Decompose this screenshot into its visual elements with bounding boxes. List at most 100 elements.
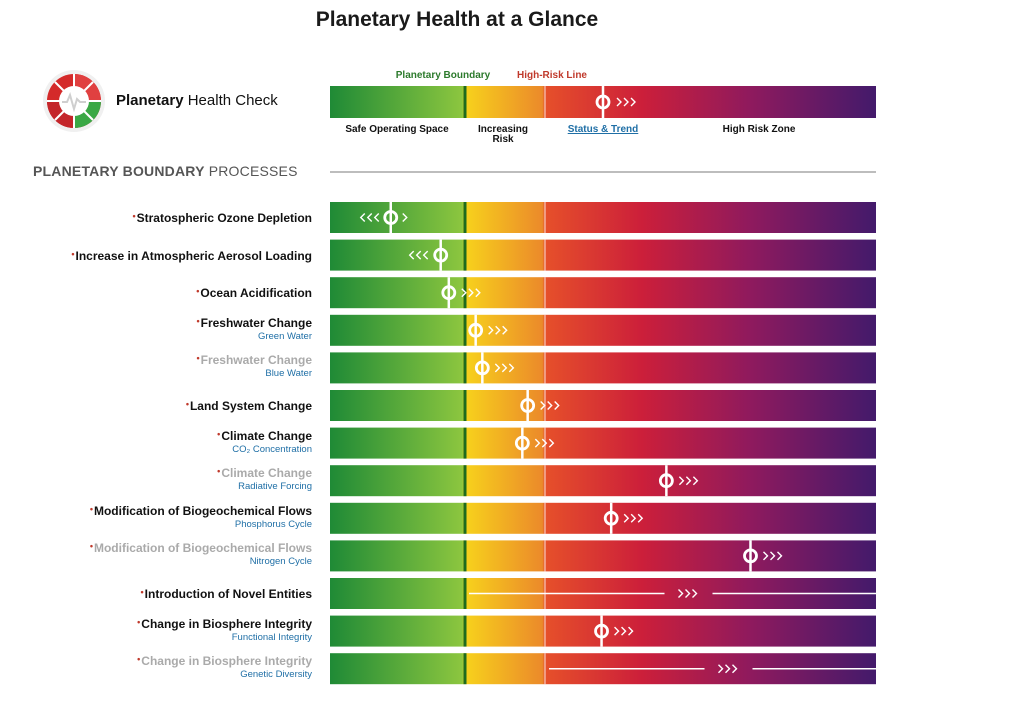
process-name: •Change in Biosphere Integrity [137,617,312,631]
trend-chevron-3 [488,325,494,335]
trend-chevron-2 [468,288,474,298]
row-bar-8-high-risk-line [544,502,546,534]
process-name-text: Modification of Biogeochemical Flows [93,503,312,518]
row-label-12: •Change in Biosphere Integrity Genetic Di… [137,654,312,680]
process-subtype: Nitrogen Cycle [249,556,312,568]
process-name-text: Climate Change [221,466,312,481]
row-bar-12-boundary-line [463,653,467,685]
process-name: •Change in Biosphere Integrity [137,654,312,668]
trend-chevron-6 [534,438,541,448]
trend-chevron-9 [777,551,783,561]
legend-bar-boundary-line [463,86,467,118]
status-marker-4 [474,360,490,376]
row-bar-5 [330,390,876,421]
trend-chevron-5 [554,401,560,410]
process-subtype: Genetic Diversity [240,669,312,681]
row-bar-7-high-risk-line [544,465,546,497]
trend-chevron-0 [373,213,380,222]
trend-chevron-0 [359,213,366,222]
process-name-text: Increase in Atmospheric Aerosol Loading [75,248,313,263]
bullet-icon: • [71,248,75,259]
process-name-text: Stratospheric Ozone Depletion [136,211,312,225]
trend-chevron-4 [494,363,501,373]
status-marker-9 [743,548,758,564]
process-name: •Modification of Biogeochemical Flows [90,541,312,555]
status-marker-6 [514,435,530,451]
trend-chevron-11 [621,626,627,636]
row-bar-9-boundary-line [463,540,467,572]
section-heading: PLANETARY BOUNDARY PROCESSES [33,163,298,179]
bullet-icon: • [132,211,136,221]
row-bar-3 [330,314,876,346]
trend-chevron-1 [415,250,422,260]
row-bar-4 [330,352,876,384]
bullet-icon: • [185,399,189,409]
row-bar-2 [330,277,876,309]
safe-operating-space-label: Safe Operating Space [345,124,449,135]
legend-trend-chevron [616,97,622,107]
row-bar-3-boundary-line [463,314,467,346]
row-bar-0-high-risk-line [544,202,546,233]
process-name: •Freshwater Change [196,316,312,330]
trend-chevron-12 [725,664,731,674]
trend-chevron-10 [678,589,684,598]
trend-chevron-1 [422,250,429,260]
row-bar-7-boundary-line [463,465,467,497]
trend-chevron-7 [678,476,685,486]
trend-chevron-10 [692,589,698,598]
process-name-text: Freshwater Change [200,353,312,368]
process-name: •Introduction of Novel Entities [141,587,313,601]
trend-chevron-11 [614,626,620,636]
process-name: •Modification of Biogeochemical Flows [90,504,312,518]
process-name-text: Freshwater Change [200,315,312,330]
trend-chevron-7 [685,476,692,486]
row-bar-11 [330,615,876,647]
legend-trend-chevron [630,97,636,107]
trend-chevron-4 [508,363,515,373]
trend-chevron-10 [685,589,691,598]
row-label-9: •Modification of Biogeochemical Flows Nit… [90,541,312,567]
row-label-4: •Freshwater Change Blue Water [196,353,312,379]
trend-chevron-2 [475,288,481,298]
status-marker-5 [520,398,536,413]
brand-name: Planetary Health Check [116,92,278,109]
process-name: •Climate Change [217,429,312,443]
status-marker-3 [468,322,484,338]
status-marker-2 [441,285,457,301]
row-label-8: •Modification of Biogeochemical Flows Pho… [90,504,312,530]
row-bar-1-boundary-line [463,239,467,271]
row-label-0: •Stratospheric Ozone Depletion [132,211,312,225]
row-bar-4-boundary-line [463,352,467,384]
row-bar-8-boundary-line [463,502,467,534]
bullet-icon: • [196,315,200,326]
status-marker-1 [433,247,449,263]
row-bar-0 [330,202,876,233]
process-name-text: Introduction of Novel Entities [144,587,312,601]
legend-status-marker [595,94,611,110]
row-bar-11-boundary-line [463,615,467,647]
trend-chevron-2 [461,288,467,298]
status-marker-11 [594,623,609,639]
status-marker-7 [658,473,674,489]
planetary-health-check-logo-icon [43,70,105,132]
process-subtype: Phosphorus Cycle [234,518,312,530]
row-bar-9-high-risk-line [544,540,546,572]
section-divider [330,171,876,173]
trend-chevron-11 [628,626,634,636]
trend-chevron-0 [402,213,408,222]
row-bar-9 [330,540,876,572]
status-marker-8 [603,510,619,526]
row-bar-3-high-risk-line [544,314,546,346]
process-name-text: Change in Biosphere Integrity [141,654,312,669]
process-subtype: Green Water [257,330,312,342]
row-bar-6-high-risk-line [544,427,546,459]
trend-chevron-1 [408,250,415,260]
bullet-icon: • [196,286,200,297]
row-label-2: •Ocean Acidification [196,286,312,300]
trend-chevron-3 [502,325,508,335]
row-label-5: •Land System Change [186,399,312,413]
bullet-icon: • [217,466,221,477]
row-label-11: •Change in Biosphere Integrity Functional… [137,617,312,643]
trend-chevron-8 [630,513,637,523]
row-bar-7 [330,465,876,497]
